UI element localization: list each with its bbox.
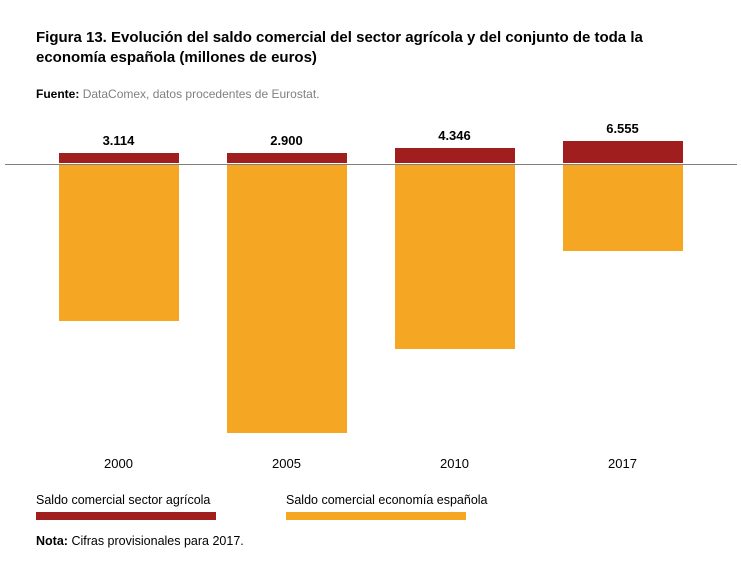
x-axis-label: 2000 [59, 452, 179, 471]
chart-note: Nota: Cifras provisionales para 2017. [36, 534, 705, 548]
legend-label-series-a: Saldo comercial sector agrícola [36, 493, 216, 507]
chart-column: 3.114 [59, 129, 179, 444]
x-axis-label: 2017 [563, 452, 683, 471]
legend-swatch-series-a [36, 512, 216, 520]
bar-series-b [395, 164, 515, 350]
chart-columns: 3.114 2.900 4.346 6.555 [41, 129, 701, 444]
chart-column: 6.555 [563, 129, 683, 444]
bar-series-a [563, 141, 683, 164]
bar-series-a [227, 153, 347, 163]
source-label: Fuente: [36, 87, 79, 101]
chart-title: Figura 13. Evolución del saldo comercial… [36, 28, 705, 69]
chart-plot-area: 3.114 2.900 4.346 6.555 [41, 129, 701, 444]
bar-series-b [563, 164, 683, 252]
chart-x-axis: 2000 2005 2010 2017 [41, 452, 701, 471]
chart: 3.114 2.900 4.346 6.555 2000 2005 2010 2017 [36, 129, 705, 471]
bar-series-b [59, 164, 179, 322]
chart-legend: Saldo comercial sector agrícola Saldo co… [36, 493, 705, 520]
bar-series-b [227, 164, 347, 434]
chart-column: 2.900 [227, 129, 347, 444]
note-text: Cifras provisionales para 2017. [71, 534, 243, 548]
legend-label-series-b: Saldo comercial economía española [286, 493, 488, 507]
legend-swatch-series-b [286, 512, 466, 520]
bar-data-label: 2.900 [227, 133, 347, 148]
legend-item-series-b: Saldo comercial economía española [286, 493, 488, 520]
chart-baseline [5, 164, 737, 165]
legend-item-series-a: Saldo comercial sector agrícola [36, 493, 216, 520]
bar-data-label: 3.114 [59, 133, 179, 148]
bar-data-label: 4.346 [395, 128, 515, 143]
x-axis-label: 2005 [227, 452, 347, 471]
x-axis-label: 2010 [395, 452, 515, 471]
bar-series-a [59, 153, 179, 164]
note-label: Nota: [36, 534, 68, 548]
chart-column: 4.346 [395, 129, 515, 444]
bar-data-label: 6.555 [563, 121, 683, 136]
bar-series-a [395, 148, 515, 163]
source-text: DataComex, datos procedentes de Eurostat… [83, 87, 320, 101]
chart-source: Fuente: DataComex, datos procedentes de … [36, 87, 705, 101]
